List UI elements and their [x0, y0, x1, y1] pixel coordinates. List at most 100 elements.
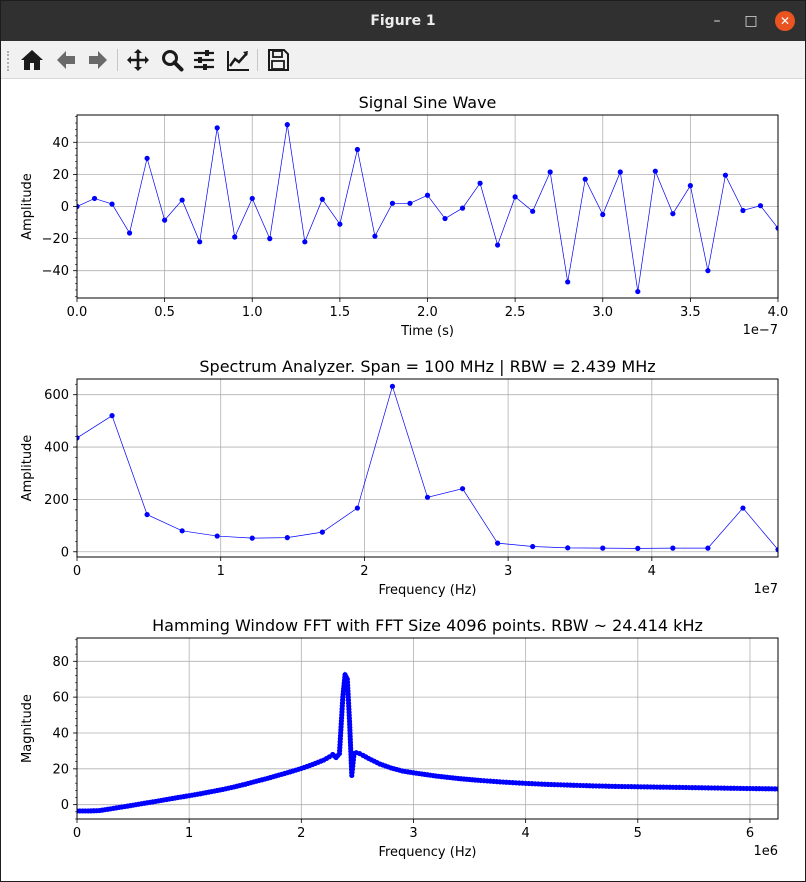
x-tick-label: 1: [217, 564, 225, 579]
data-point: [126, 230, 133, 236]
pan-icon[interactable]: [123, 46, 153, 74]
data-point: [495, 242, 501, 248]
x-tick-label: 0: [73, 826, 81, 841]
data-point: [547, 169, 553, 175]
x-axis-label: Time (s): [400, 324, 454, 339]
data-point: [144, 511, 150, 518]
y-tick-label: 20: [52, 762, 69, 777]
x-tick-label: 2.5: [505, 305, 526, 320]
zoom-icon[interactable]: [157, 46, 187, 74]
y-tick-label: 0: [61, 200, 69, 215]
x-tick-label: 3: [409, 826, 417, 841]
data-point: [512, 194, 518, 200]
x-tick-label: 4.0: [768, 305, 789, 320]
data-series: [77, 383, 778, 553]
data-point: [635, 545, 641, 551]
x-tick-label: 4: [648, 564, 656, 579]
y-tick-label: 0: [61, 545, 69, 560]
data-point: [477, 180, 483, 186]
x-offset-text: 1e7: [753, 582, 778, 597]
data-point: [459, 205, 466, 211]
x-offset-text: 1e6: [753, 844, 778, 859]
x-tick-label: 0.0: [67, 305, 88, 320]
back-arrow-icon[interactable]: [51, 46, 81, 74]
x-offset-text: 1e−7: [743, 323, 778, 338]
data-point: [495, 540, 501, 546]
data-point: [179, 528, 185, 534]
maximize-icon[interactable]: □: [744, 13, 758, 29]
save-icon[interactable]: [263, 46, 293, 74]
x-tick-label: 0: [73, 564, 81, 579]
close-icon[interactable]: ✕: [775, 11, 795, 31]
x-tick-label: 1.0: [242, 305, 263, 320]
window-title: Figure 1: [370, 13, 436, 29]
data-point: [249, 535, 255, 541]
minimize-icon[interactable]: –: [713, 13, 721, 29]
x-tick-label: 4: [521, 826, 529, 841]
figure-background: [1, 79, 805, 881]
data-point: [284, 535, 290, 541]
data-point: [565, 279, 571, 285]
title-bar[interactable]: Figure 1 – □ ✕: [1, 1, 805, 41]
data-point: [144, 155, 150, 161]
y-tick-label: 400: [44, 441, 69, 456]
data-point: [670, 545, 676, 551]
data-point: [319, 196, 325, 202]
data-point: [652, 168, 658, 174]
data-point: [354, 505, 360, 511]
data-point: [775, 786, 778, 792]
data-point: [442, 215, 448, 222]
axes-frame: [76, 378, 779, 558]
data-point: [232, 234, 238, 240]
data-point: [249, 195, 255, 202]
data-point: [197, 239, 203, 245]
data-point: [354, 146, 360, 153]
y-tick-label: 80: [52, 655, 69, 670]
y-tick-label: 60: [52, 691, 69, 706]
subplot-signal-sine-wave[interactable]: 0.0 0.5 1.0 1.5 2.0 2.5 3.0 3.5 4.0 −40 −20 0 20 40 Si…: [20, 93, 788, 339]
x-axis-label: Frequency (Hz): [378, 583, 476, 598]
forward-arrow-icon[interactable]: [83, 46, 113, 74]
data-point: [77, 435, 80, 441]
figure-canvas[interactable]: 0.0 0.5 1.0 1.5 2.0 2.5 3.0 3.5 4.0−40−2002040Si…: [1, 79, 805, 881]
edit-axis-icon[interactable]: [223, 46, 253, 74]
data-point: [670, 211, 676, 217]
data-point: [372, 233, 378, 239]
data-point: [600, 211, 606, 218]
data-point: [337, 221, 343, 227]
configure-subplots-icon[interactable]: [189, 46, 219, 74]
y-axis-label: Magnitude: [20, 694, 35, 763]
data-point: [302, 239, 308, 245]
y-tick-label: −40: [42, 264, 69, 279]
data-point: [389, 383, 396, 389]
subplot-spectrum-analyzer[interactable]: 0 1 2 3 4 0 200 400 600 Spectrum Analyzer. Span =…: [20, 357, 781, 598]
data-point: [705, 545, 711, 551]
x-tick-label: 3.5: [680, 305, 701, 320]
data-point: [109, 201, 115, 207]
data-point: [284, 122, 290, 128]
y-tick-label: 40: [52, 136, 69, 151]
toolbar-grip[interactable]: [7, 51, 9, 71]
data-point: [705, 268, 711, 274]
chart-title: Signal Sine Wave: [359, 93, 497, 112]
data-point: [530, 543, 536, 550]
toolbar-separator: [257, 49, 258, 71]
data-point: [775, 225, 778, 231]
home-icon[interactable]: [17, 46, 47, 74]
y-tick-label: 20: [52, 168, 69, 183]
data-point: [389, 200, 396, 206]
data-point: [214, 533, 220, 539]
x-tick-label: 0.5: [154, 305, 175, 320]
data-point: [162, 217, 168, 223]
data-point: [267, 236, 273, 242]
data-point: [722, 172, 729, 178]
data-point: [740, 505, 746, 511]
data-point: [109, 413, 115, 419]
data-point: [775, 547, 778, 553]
x-axis-label: Frequency (Hz): [378, 845, 476, 860]
axes-frame: [76, 637, 779, 820]
data-point: [214, 125, 220, 131]
x-tick-label: 3: [504, 564, 512, 579]
